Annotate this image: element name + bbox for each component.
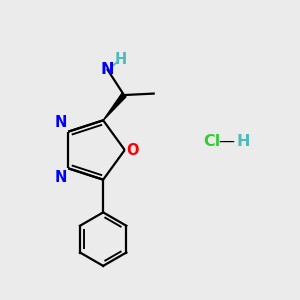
Text: —: — bbox=[218, 134, 234, 148]
Text: H: H bbox=[115, 52, 127, 67]
Text: O: O bbox=[126, 142, 139, 158]
Text: H: H bbox=[236, 134, 250, 148]
Text: N: N bbox=[54, 170, 67, 185]
Polygon shape bbox=[103, 93, 126, 120]
Text: N: N bbox=[54, 115, 67, 130]
Text: Cl: Cl bbox=[203, 134, 221, 148]
Text: N: N bbox=[101, 62, 114, 77]
